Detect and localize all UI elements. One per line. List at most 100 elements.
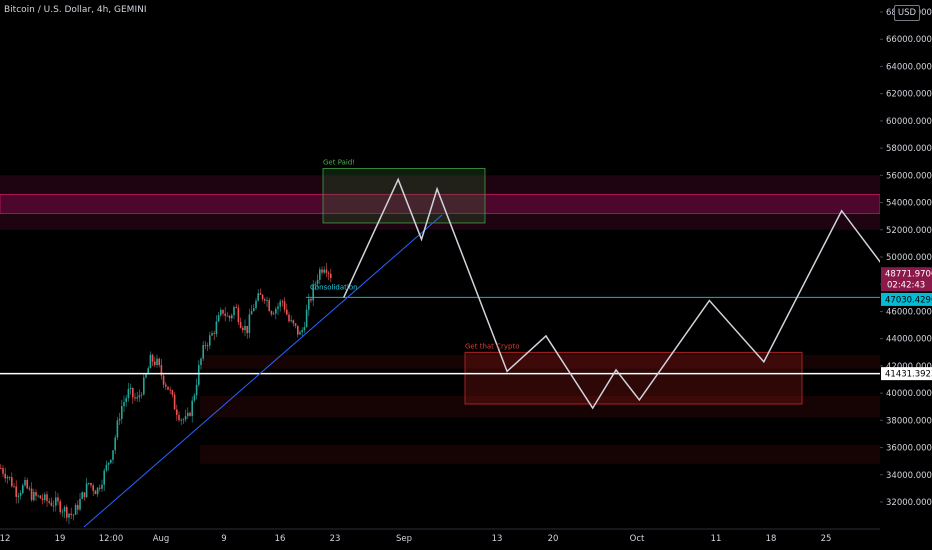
candle-body: [200, 358, 202, 366]
candle-body: [44, 494, 46, 500]
candle-body: [213, 333, 215, 335]
y-tick-label: 58000.0000: [886, 144, 932, 154]
candle-body: [11, 477, 13, 487]
candle-body: [88, 483, 90, 484]
candle-body: [149, 354, 152, 369]
consolidation-price-tag-bg: [881, 292, 932, 306]
crypto-box: [464, 351, 803, 405]
candle-body: [17, 495, 20, 497]
candle-body: [198, 365, 200, 385]
x-tick-label: Sep: [396, 534, 412, 544]
candle-body: [41, 498, 44, 500]
candle-body: [2, 468, 4, 474]
candle-body: [316, 279, 319, 284]
x-tick-label: 19: [55, 534, 66, 544]
candle-body: [209, 335, 211, 346]
candle-body: [121, 406, 123, 419]
candle-body: [327, 272, 330, 274]
x-axis[interactable]: 12 19 12:00 Aug 9 16 23 Sep 13 20 Oct 11 18 25: [0, 528, 932, 550]
candle-body: [312, 284, 314, 301]
candle-body: [77, 505, 79, 510]
candle-body: [220, 309, 222, 316]
x-tick-label: Oct: [630, 534, 645, 544]
support-price-tag-bg: [881, 367, 932, 381]
candle-body: [215, 321, 218, 334]
candle-body: [15, 486, 17, 497]
candle-body: [24, 479, 26, 486]
candle-body: [330, 273, 332, 278]
candle-body: [72, 514, 75, 516]
candle-body: [206, 345, 209, 347]
y-tick-label: 34000.0000: [886, 471, 932, 481]
candle-body: [204, 344, 207, 346]
y-tick-label: 66000.0000: [886, 35, 932, 45]
candle-body: [0, 467, 2, 469]
candle-body: [26, 479, 28, 489]
y-tick-label: 44000.0000: [886, 335, 932, 345]
candle-body: [248, 314, 251, 334]
candle-body: [228, 315, 231, 319]
candle-body: [59, 501, 61, 513]
candle-body: [277, 306, 279, 309]
candle-body: [303, 327, 306, 331]
candle-body: [231, 315, 233, 319]
candle-body: [70, 513, 72, 516]
candle-body: [169, 389, 171, 391]
candle-body: [191, 400, 193, 416]
candle-body: [319, 269, 321, 280]
x-tick-label: 12: [0, 534, 10, 544]
candle-body: [173, 394, 176, 410]
candle-body: [310, 298, 312, 301]
current-price-tag-bg: [881, 267, 932, 292]
candle-body: [288, 314, 290, 322]
y-tick-label: 50000.0000: [886, 253, 932, 263]
candle-body: [281, 301, 284, 303]
candle-body: [294, 323, 297, 326]
candle-body: [151, 354, 154, 362]
candle-body: [325, 269, 328, 273]
candle-body: [46, 494, 48, 502]
candle-body: [242, 327, 244, 331]
support-zone-2: [200, 444, 880, 464]
y-tick-label: 40000.0000: [886, 389, 932, 399]
candle-body: [134, 397, 136, 399]
currency-button[interactable]: USD: [894, 5, 920, 21]
candle-body: [101, 484, 103, 489]
y-tick-label: 52000.0000: [886, 226, 932, 236]
candle-body: [279, 301, 281, 307]
candle-body: [244, 325, 246, 331]
candle-body: [99, 487, 101, 489]
candle-body: [257, 293, 259, 301]
candle-body: [275, 308, 277, 314]
candle-body: [237, 307, 240, 322]
x-tick-label: 23: [330, 534, 341, 544]
candle-body: [118, 418, 121, 421]
candle-body: [264, 299, 266, 301]
candle-body: [180, 419, 182, 421]
candle-body: [30, 488, 33, 501]
candle-body: [299, 332, 301, 335]
crypto-label: Get that Crypto: [465, 342, 520, 350]
candle-body: [222, 309, 224, 314]
candle-body: [83, 492, 86, 498]
candle-body: [321, 269, 323, 273]
candle-body: [211, 333, 213, 336]
candle-body: [92, 485, 94, 491]
y-tick-label: 64000.0000: [886, 62, 932, 72]
candle-body: [107, 462, 110, 465]
candle-body: [39, 495, 42, 499]
candle-body: [116, 420, 119, 438]
candle-body: [55, 497, 57, 506]
candle-body: [162, 375, 165, 385]
y-tick-label: 38000.0000: [886, 416, 932, 426]
x-tick-label: Aug: [153, 534, 170, 544]
candle-body: [272, 313, 275, 315]
candle-body: [96, 487, 99, 495]
candle-body: [239, 321, 242, 328]
candle-body: [224, 313, 226, 316]
candle-body: [189, 412, 191, 416]
candle-body: [250, 311, 253, 315]
candle-body: [74, 505, 77, 515]
countdown-label: 02:42:43: [887, 281, 925, 291]
